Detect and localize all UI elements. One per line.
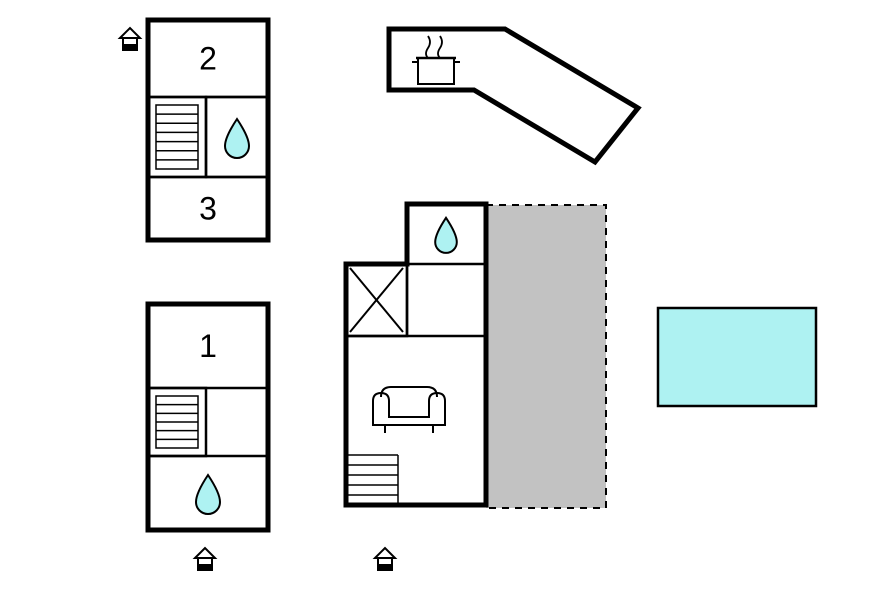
kitchen-building [389, 29, 638, 162]
floor-plan: 2 3 1 [0, 0, 896, 597]
building-c [346, 204, 486, 505]
room-1-label: 1 [199, 328, 217, 364]
entry-marker-2 [375, 548, 395, 570]
entry-marker-1 [195, 548, 215, 570]
pool [658, 308, 816, 406]
patio-area [486, 205, 606, 508]
entry-marker-0 [120, 28, 140, 50]
room-2-label: 2 [199, 41, 217, 77]
room-3-label: 3 [199, 191, 217, 227]
